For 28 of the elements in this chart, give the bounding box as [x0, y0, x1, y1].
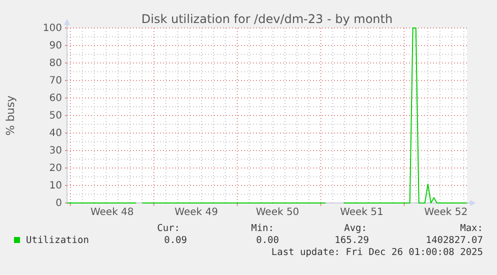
text: Min: — [251, 223, 274, 234]
x-tick-label: Week 51 — [340, 207, 384, 218]
y-tick-label: 40 — [49, 128, 62, 140]
text: Avg: — [344, 223, 367, 234]
text: 1402827.07 — [426, 235, 483, 246]
legend-label: Utilization — [26, 235, 89, 246]
y-axis-title: % busy — [4, 94, 17, 136]
text: 0.09 — [164, 235, 188, 246]
y-tick-label: 80 — [49, 58, 62, 70]
y-tick-label: 50 — [49, 110, 62, 122]
y-tick-label: 70 — [49, 76, 62, 87]
text: Cur: — [157, 223, 180, 234]
x-tick-label: Week 48 — [90, 207, 134, 218]
text: 165.29 — [334, 235, 370, 246]
y-tick-label: 10 — [49, 180, 62, 192]
x-tick-label: Week 52 — [424, 207, 468, 218]
text: 0.00 — [256, 235, 280, 246]
y-tick-label: 60 — [49, 93, 62, 104]
text: Max: — [460, 223, 483, 234]
text: Last update: Fri Dec 26 01:00:08 2025 — [271, 247, 483, 258]
x-tick-label: Week 50 — [256, 207, 300, 218]
x-tick-label: Week 49 — [174, 207, 218, 218]
y-tick-label: 90 — [49, 40, 62, 52]
y-tick-label: 0 — [56, 198, 62, 210]
y-tick-label: 20 — [49, 163, 62, 174]
y-tick-label: 30 — [49, 146, 62, 157]
chart-title: Disk utilization for /dev/dm-23 - by month — [141, 12, 393, 26]
y-tick-label: 100 — [42, 23, 62, 34]
